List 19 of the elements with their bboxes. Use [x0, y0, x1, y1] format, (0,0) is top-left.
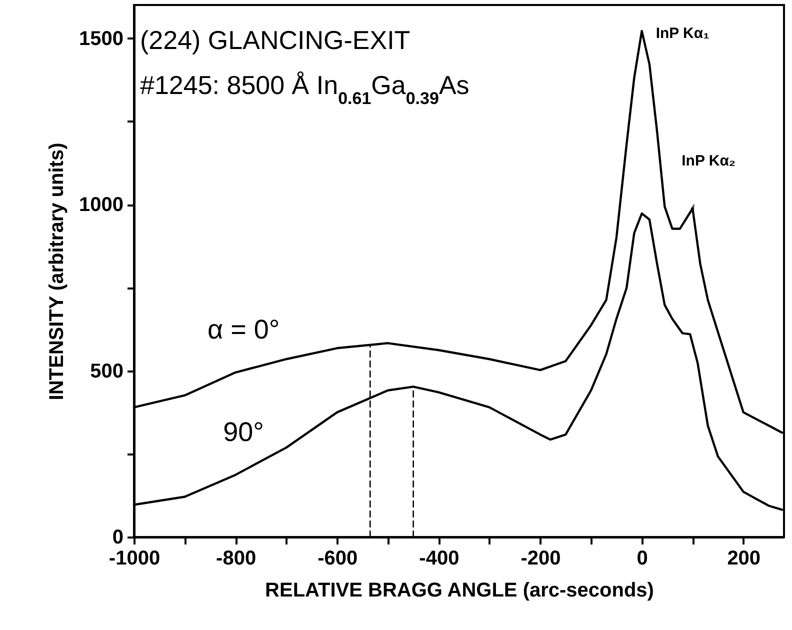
x-tick-label: -400	[419, 548, 460, 570]
annotation: InP Kα₂	[682, 152, 736, 170]
annotation: (224) GLANCING-EXIT	[140, 25, 410, 55]
y-tick-label: 500	[90, 360, 124, 382]
x-tick-label: 200	[727, 548, 761, 570]
y-axis-title: INTENSITY (arbitrary units)	[46, 142, 68, 400]
x-tick-label: -1000	[108, 548, 160, 570]
x-tick-label: -200	[520, 548, 561, 570]
y-tick-label: 1500	[79, 28, 124, 50]
x-tick-label: -600	[318, 548, 358, 570]
x-axis-title: RELATIVE BRAGG ANGLE (arc-seconds)	[265, 580, 654, 602]
annotation: #1245: 8500 Å In$_{0.61}$Ga$_{0.39}$As	[140, 70, 470, 108]
y-tick-label: 0	[112, 526, 124, 548]
annotation: InP Kα₁	[656, 24, 710, 42]
x-tick-label: 0	[636, 548, 648, 570]
x-tick-label: -800	[216, 548, 256, 570]
y-tick-label: 1000	[79, 194, 124, 216]
series-label: 90°	[223, 416, 264, 447]
series-label: α = 0°	[207, 314, 280, 344]
